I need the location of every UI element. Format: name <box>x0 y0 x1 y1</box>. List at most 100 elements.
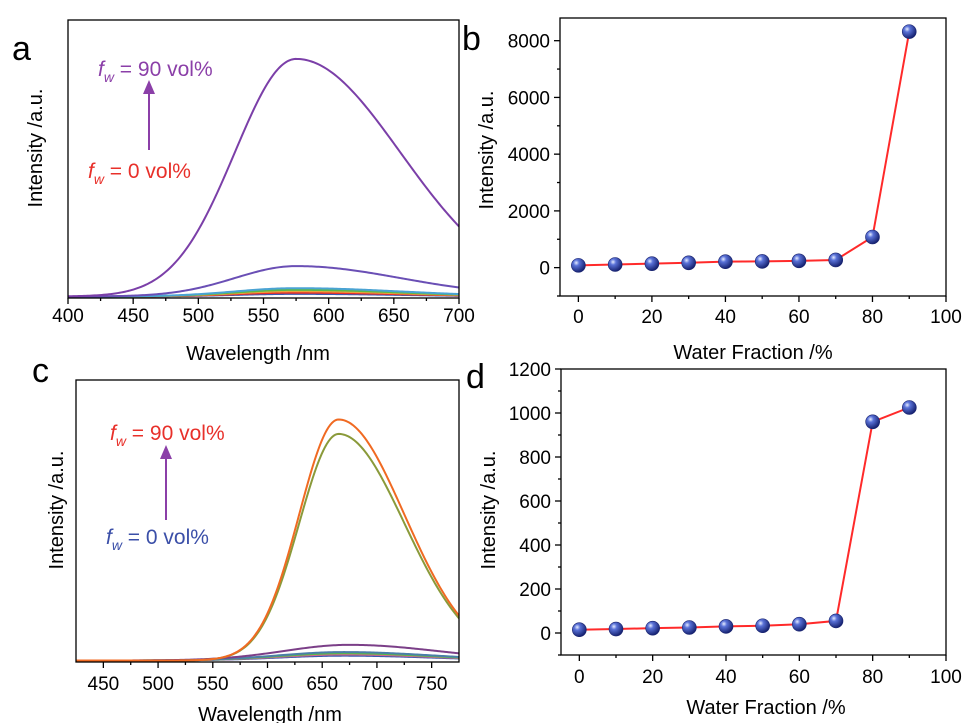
x-tick-label: 0 <box>573 307 584 328</box>
x-tick-label: 700 <box>443 306 475 327</box>
x-tick-label: 700 <box>361 674 393 695</box>
x-tick-label: 600 <box>252 674 284 695</box>
svg-text:fw = 0 vol%: fw = 0 vol% <box>106 526 209 553</box>
x-tick-label: 100 <box>930 307 962 328</box>
panel-c-axes: 450 500 550 600 650 700 750 <box>75 379 460 695</box>
panel-d-xlabel: Water Fraction /% <box>686 697 846 719</box>
plot-frame <box>560 368 947 656</box>
x-tick-label: 20 <box>642 667 663 688</box>
panel-c-xlabel: Wavelength /nm <box>198 704 342 723</box>
panel-a-ylabel: Intensity /a.u. <box>25 89 47 208</box>
panel-letter-b: b <box>462 20 481 58</box>
trend-line <box>579 406 910 631</box>
data-point <box>754 254 770 269</box>
x-tick-label: 650 <box>378 306 410 327</box>
annot-symbol: f <box>110 422 118 445</box>
x-tick-label: 100 <box>930 667 962 688</box>
data-point <box>571 258 586 273</box>
panel-d-ylabel: Intensity /a.u. <box>478 451 500 570</box>
x-tick-label: 650 <box>306 674 338 695</box>
x-tick-label: 80 <box>862 307 883 328</box>
panel-a-annotation-bottom: fw = 0 vol% <box>88 160 191 187</box>
panel-b-ylabel: Intensity /a.u. <box>476 91 498 210</box>
data-point <box>607 257 623 272</box>
panel-c: c 450 500 550 600 650 700 750 Wavelength /nm I… <box>32 352 460 723</box>
annot-text: = 0 vol% <box>104 160 191 183</box>
panel-a-series <box>67 57 460 298</box>
svg-text:fw = 0 vol%: fw = 0 vol% <box>88 160 191 187</box>
data-point <box>718 619 734 634</box>
data-point <box>681 255 696 271</box>
plot-frame <box>559 17 947 297</box>
spectrum-series-0 <box>67 57 460 298</box>
data-point <box>718 254 733 269</box>
y-tick-label: 1000 <box>509 404 551 425</box>
panel-c-series <box>76 418 460 662</box>
panel-a-arrow <box>143 80 155 150</box>
x-tick-label: 600 <box>313 306 345 327</box>
x-tick-label: 80 <box>862 667 883 688</box>
annot-text: = 0 vol% <box>122 526 209 549</box>
data-point <box>608 621 624 637</box>
x-tick-label: 450 <box>117 306 149 327</box>
y-tick-label: 6000 <box>508 88 550 109</box>
spectrum-series-0 <box>76 418 460 662</box>
data-point <box>865 414 880 430</box>
y-tick-label: 1200 <box>509 360 551 381</box>
panel-letter-d: d <box>466 358 485 396</box>
x-tick-label: 60 <box>789 667 810 688</box>
data-point <box>792 616 807 632</box>
trend-line <box>578 31 911 267</box>
data-point <box>828 613 844 629</box>
x-tick-label: 750 <box>416 674 448 695</box>
x-tick-label: 450 <box>88 674 120 695</box>
x-tick-label: 40 <box>715 307 736 328</box>
panel-letter-c: c <box>32 352 49 390</box>
annot-subscript: w <box>94 171 105 187</box>
panel-b-axes: 0 20 40 60 80 100 0 2000 4000 6000 8000 <box>508 17 962 328</box>
y-tick-label: 8000 <box>508 32 550 53</box>
panel-letter-a: a <box>12 30 31 68</box>
data-point <box>645 620 660 636</box>
x-tick-label: 550 <box>248 306 280 327</box>
y-tick-label: 0 <box>540 624 551 645</box>
annot-subscript: w <box>104 69 115 85</box>
svg-text:fw = 90 vol%: fw = 90 vol% <box>98 58 213 85</box>
y-tick-label: 600 <box>519 492 551 513</box>
panel-b: b 0 20 40 60 80 100 0 2000 4000 6000 8000 Water Fr… <box>462 17 962 364</box>
y-tick-label: 4000 <box>508 145 550 166</box>
x-tick-label: 40 <box>715 667 736 688</box>
x-tick-label: 400 <box>52 306 84 327</box>
data-point <box>828 252 844 268</box>
panel-c-annotation-top: fw = 90 vol% <box>110 422 225 449</box>
data-point <box>755 618 770 634</box>
data-point <box>865 229 880 245</box>
arrow-head <box>143 80 155 94</box>
data-point <box>644 256 660 271</box>
annot-subscript: w <box>116 433 127 449</box>
x-tick-label: 0 <box>574 667 585 688</box>
panel-a-axes: 400 450 500 550 600 650 700 <box>52 19 475 327</box>
panel-c-annotation-bottom: fw = 0 vol% <box>106 526 209 553</box>
data-point <box>902 400 917 415</box>
panel-a-annotation-top: fw = 90 vol% <box>98 58 213 85</box>
y-tick-label: 200 <box>519 580 551 601</box>
panel-b-series <box>571 24 917 273</box>
y-tick-label: 0 <box>539 259 550 280</box>
annot-symbol: f <box>106 526 114 549</box>
x-tick-label: 20 <box>641 307 662 328</box>
svg-text:fw = 90 vol%: fw = 90 vol% <box>110 422 225 449</box>
panel-d-series <box>572 400 917 638</box>
x-tick-label: 550 <box>197 674 229 695</box>
annot-symbol: f <box>98 58 106 81</box>
data-point <box>572 622 587 638</box>
y-tick-label: 2000 <box>508 202 550 223</box>
data-point <box>791 253 807 269</box>
panel-a: a 400 450 500 550 600 650 700 Wavelength /nm I… <box>12 19 475 365</box>
spectrum-series-1 <box>68 265 460 298</box>
arrow-head <box>160 445 172 459</box>
panel-b-xlabel: Water Fraction /% <box>673 342 833 364</box>
